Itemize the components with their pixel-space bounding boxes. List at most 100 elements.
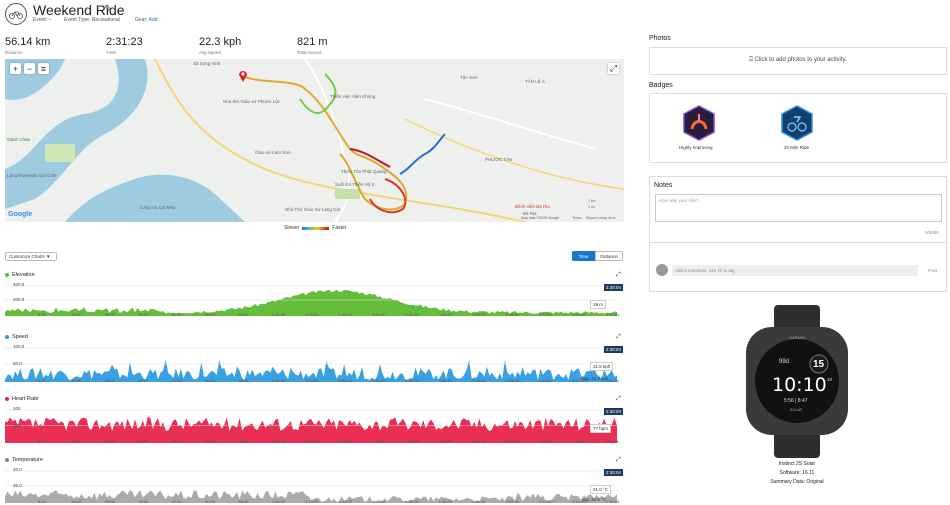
x-tick-label: 58:20 <box>238 312 249 317</box>
chart-title: Speed <box>5 334 28 340</box>
watch-mode: SOLAR <box>790 408 802 412</box>
watch-brand: GARMIN <box>789 335 805 340</box>
google-logo: Google <box>8 211 33 218</box>
time-toggle-button[interactable]: Time <box>572 251 595 261</box>
route-map[interactable]: + − ≡ ⤢ Xã Song Vinh Nhà thờ Giáo xứ Phư… <box>5 59 624 222</box>
map-label: PHƯỚC TÂN <box>485 157 513 162</box>
map-layers-button[interactable]: ≡ <box>38 63 49 74</box>
photos-panel[interactable]: ⌼ Click to add photos to your activity. <box>649 47 947 75</box>
x-tick-label: 1:06:40 <box>271 312 286 317</box>
map-terms-link[interactable]: Terms <box>572 216 582 220</box>
gear-label: Gear: <box>135 17 148 23</box>
chart-name: Heart Rate <box>12 396 39 402</box>
total-ascent-value: 821 m <box>297 36 328 48</box>
edit-title-icon[interactable]: ✎ <box>104 4 113 15</box>
map-label: Thiền viện Viên Không <box>330 94 376 99</box>
zoom-in-button[interactable]: + <box>10 63 21 74</box>
map-label: Bệnh viện Bà Rịa <box>515 204 550 209</box>
x-tick-label: 2:30:00 <box>605 378 620 383</box>
average-label: Avg: 32.6 °C <box>581 497 607 502</box>
x-tick-label: 41:40 <box>171 378 182 383</box>
x-tick-label: 1:31:40 <box>372 378 386 383</box>
x-tick-label: 8:20 <box>38 499 46 504</box>
x-tick-label: 2:13:20 <box>539 378 553 383</box>
highly-improving-badge-icon[interactable] <box>683 105 715 141</box>
device-name: Instinct 2S Solar <box>778 461 816 467</box>
x-tick-label: 2:30:00 <box>605 499 620 504</box>
post-comment-button[interactable]: Post <box>928 268 938 273</box>
x-tick-label: 1:23:20 <box>338 312 352 317</box>
y-tick-label: 35.0 <box>13 483 22 488</box>
map-label: Giáo xứ Lam Sơn <box>255 150 291 155</box>
chart-plot[interactable] <box>5 467 624 505</box>
activity-title[interactable]: Weekend Ride <box>33 2 125 18</box>
event-type-field[interactable]: Event Type: Recreational <box>64 17 120 23</box>
x-tick-label: 2:21:40 <box>572 378 586 383</box>
badge-label: Highly Improving <box>679 145 713 150</box>
x-tick-label: 58:20 <box>238 439 249 444</box>
chart-plot[interactable] <box>5 282 624 318</box>
zoom-out-button[interactable]: − <box>24 63 35 74</box>
x-tick-label: 50:00 <box>205 499 216 504</box>
x-tick-label: 1:56:40 <box>472 312 486 317</box>
distance-label: Distance <box>5 50 23 55</box>
notes-textarea[interactable]: How was your ride? <box>655 194 942 222</box>
chart-plot[interactable] <box>5 406 624 445</box>
device-watch-image: GARMIN <box>746 305 848 458</box>
20-mile-ride-badge-icon[interactable] <box>781 105 813 141</box>
x-tick-label: 1:48:20 <box>438 312 453 317</box>
device-software: Software: 16.11 <box>779 470 815 476</box>
x-tick-label: 33:20 <box>138 439 149 444</box>
distance-toggle-button[interactable]: Distance <box>595 251 623 261</box>
x-tick-label: 1:40:00 <box>405 499 419 504</box>
add-photos-label: Click to add photos to your activity. <box>754 57 847 63</box>
x-tick-label: 1:48:20 <box>438 378 453 383</box>
expand-chart-icon[interactable]: ⤢ <box>616 334 621 340</box>
x-tick-label: 25:00 <box>104 378 115 383</box>
chart-title: Heart Rate <box>5 396 39 402</box>
y-tick-label: 200 <box>13 406 21 411</box>
chart-plot[interactable] <box>5 344 624 384</box>
series-area <box>5 417 617 443</box>
x-tick-label: 41:40 <box>171 499 182 504</box>
x-tick-label: 33:20 <box>138 378 149 383</box>
x-tick-label: 41:40 <box>171 312 182 317</box>
x-tick-label: 1:40:00 <box>405 378 419 383</box>
watch-seconds: 38 <box>827 377 833 382</box>
y-tick-label: 400.0 <box>13 282 25 287</box>
x-tick-label: 1:15:00 <box>305 439 319 444</box>
badge-label: 20 Mile Ride <box>784 145 810 150</box>
report-map-error-link[interactable]: Report a map error <box>586 216 616 220</box>
chart-name: Temperature <box>12 457 43 463</box>
comment-input[interactable]: Add a comment, use @ to tag <box>672 265 918 276</box>
event-field[interactable]: Event: -- <box>33 17 52 23</box>
legend-slower: Slower <box>284 225 300 231</box>
series-color-dot <box>5 335 9 339</box>
map-label: Nhà Thờ Giáo Xứ Láng Cát <box>285 207 341 212</box>
y-tick-label: 100.0 <box>13 344 25 349</box>
x-tick-label: 25:00 <box>104 439 115 444</box>
expand-chart-icon[interactable]: ⤢ <box>616 457 621 463</box>
x-tick-label: 2:05:00 <box>505 312 519 317</box>
x-tick-label: 16:40 <box>71 378 82 383</box>
expand-chart-icon[interactable]: ⤢ <box>616 272 621 278</box>
x-tick-label: 2:05:00 <box>505 378 519 383</box>
watch-subline: 5:56 | 8:47 <box>784 398 808 404</box>
chart-title: Temperature <box>5 457 43 463</box>
customize-charts-button[interactable]: Customize Charts ▼ <box>5 252 57 261</box>
add-gear-link[interactable]: Add <box>148 17 158 23</box>
fullscreen-button[interactable]: ⤢ <box>608 63 619 74</box>
y-tick-label: 150 <box>13 422 21 428</box>
start-pin-icon <box>239 71 247 82</box>
chart-title: Elevation <box>5 272 35 278</box>
x-tick-label: 1:31:40 <box>372 312 386 317</box>
map-label: Gành Chùa <box>7 137 31 142</box>
x-tick-label: 1:48:20 <box>438 439 453 444</box>
distance-value: 56.14 km <box>5 36 51 48</box>
gear-field: Gear: Add <box>135 17 158 23</box>
device-summary: Summary Data: Original <box>770 479 824 485</box>
x-tick-label: 50:00 <box>205 378 216 383</box>
expand-chart-icon[interactable]: ⤢ <box>616 396 621 402</box>
add-photos-cta[interactable]: ⌼ Click to add photos to your activity. <box>650 57 946 64</box>
map-label: Làng Riverside and Cafe <box>7 173 57 178</box>
